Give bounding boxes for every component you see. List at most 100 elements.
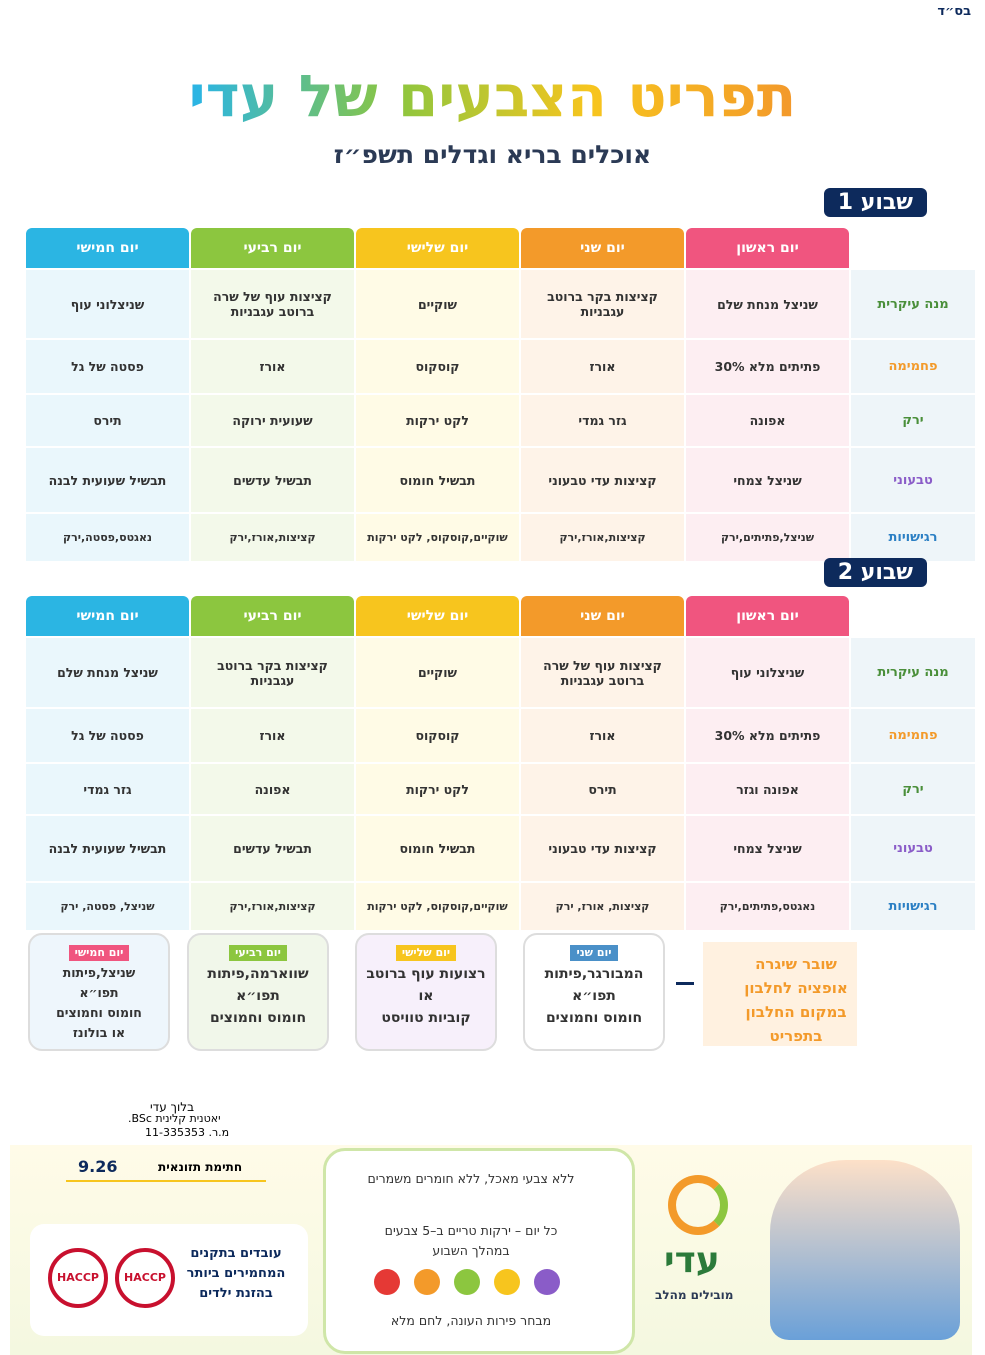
special-line: או (418, 988, 434, 1004)
menu-cell: פסטה של גל (26, 340, 189, 393)
menu-cell: אפונה וגזר (686, 764, 849, 814)
menu-cell: אפונה (686, 395, 849, 446)
veg-icon (414, 1269, 440, 1295)
menu-cell: שניצל מנחת שלם (26, 638, 189, 707)
menu-cell: תירס (26, 395, 189, 446)
special-day: יום שלישי (395, 945, 457, 961)
day-header: יום שלישי (356, 596, 519, 636)
menu-cell: שניצל צמחי (686, 816, 849, 881)
corner (851, 596, 975, 636)
special-line: המבורגר,פיתות (544, 966, 644, 982)
special-line: חומוס וחמוצים (545, 1010, 643, 1026)
special-line: תפו״א (79, 985, 119, 1000)
menu-cell: שניצל מנחת שלם (686, 270, 849, 338)
menu-table: יום ראשון יום שני יום שלישי יום רביעי יום חמ… (24, 226, 977, 563)
menu-cell: קוסקוס (356, 709, 519, 762)
sig-role: יאטנית קלינית BSc. (128, 1112, 221, 1125)
menu-row: טבעוני שניצל צמחי קציצות עדי טבעוני תבשיל ח… (26, 816, 975, 881)
row-label: מנה עיקרית (851, 270, 975, 338)
menu-row: פחמימה פתיתים מלא 30% אורז קוסקוס אורז פסטה ש… (26, 709, 975, 762)
special-day: יום חמישי (68, 945, 130, 961)
menu-row: פחמימה פתיתים מלא 30% אורז קוסקוס אורז פסטה ש… (26, 340, 975, 393)
menu-cell: שניצלוני עוף (686, 638, 849, 707)
menu-cell: גזר גמדי (26, 764, 189, 814)
row-label: רגישויות (851, 883, 975, 930)
menu-cell: קציצות בקר ברוטב עגבניות (191, 638, 354, 707)
logo: עדי (664, 1240, 720, 1281)
menu-cell: תבשיל חומוס (356, 448, 519, 512)
special-line: חומוס וחמוצים (56, 1005, 142, 1020)
menu-cell: נאגטס,פסטה,ירק (26, 514, 189, 561)
voucher: שובר שיגרה אופציה לחלבון במקום החלבון בת… (703, 942, 857, 1046)
menu-cell: תבשיל שעועית לבנה (26, 816, 189, 881)
menu-cell: שניצל,פתיתים,ירק (686, 514, 849, 561)
point: ללא צבעי מאכל, ללא חומרים משמרים (367, 1171, 575, 1186)
veg-icon (494, 1269, 520, 1295)
day-header: יום שני (521, 228, 684, 268)
special-box: יום שני המבורגר,פיתות תפו״א חומוס וחמוצים (523, 933, 665, 1051)
veg-icon (374, 1269, 400, 1295)
menu-row: רגישויות נאגטס,פתיתים,ירק קציצות, אורז, יר… (26, 883, 975, 930)
haccp-badge: HACCP (48, 1248, 108, 1308)
row-label: רגישויות (851, 514, 975, 561)
row-label: פחמימה (851, 340, 975, 393)
menu-cell: שוקיים,קוסקוס, לקט ירקות (356, 514, 519, 561)
standards: עובדים בתקנים המחמירים ביותר בהזנת ילדים (186, 1246, 286, 1301)
menu-cell: קוסקוס (356, 340, 519, 393)
menu-cell: קציצות עדי טבעוני (521, 448, 684, 512)
menu-row: מנה עיקרית שניצל מנחת שלם קציצות בקר ברוטב… (26, 270, 975, 338)
row-label: טבעוני (851, 448, 975, 512)
menu-cell: פתיתים מלא 30% (686, 709, 849, 762)
point: כל יום – ירקות טריים ב–5 צבעים במהלך השב… (384, 1223, 558, 1258)
menu-cell: שניצל, פסטה, ירק (26, 883, 189, 930)
menu-cell: קציצות עוף של שרה ברוטב עגבניות (521, 638, 684, 707)
special-day: יום רביעי (229, 945, 287, 961)
menu-cell: נאגטס,פתיתים,ירק (686, 883, 849, 930)
menu-cell: קציצות,אורז,ירק (191, 514, 354, 561)
day-header: יום ראשון (686, 228, 849, 268)
special-line: תפו״א (572, 988, 616, 1004)
menu-cell: תבשיל שעועית לבנה (26, 448, 189, 512)
menu-row: טבעוני שניצל צמחי קציצות עדי טבעוני תבשיל ח… (26, 448, 975, 512)
menu-table: יום ראשון יום שני יום שלישי יום רביעי יום חמ… (24, 594, 977, 932)
menu-cell: לקט ירקות (356, 395, 519, 446)
special-box: יום שלישי רצועות עוף ברוטב או קוביות טוויסט (355, 933, 497, 1051)
special-line: תפו״א (236, 988, 280, 1004)
menu-cell: קציצות,אורז,ירק (191, 883, 354, 930)
menu-cell: אורז (521, 709, 684, 762)
menu-cell: תבשיל עדשים (191, 816, 354, 881)
sig-license: מ.ר. 11-335353 (145, 1126, 230, 1139)
menu-cell: תבשיל עדשים (191, 448, 354, 512)
day-header: יום רביעי (191, 228, 354, 268)
special-box: יום חמישי שניצל,פיתות תפו״א חומוס וחמוצים או… (28, 933, 170, 1051)
menu-cell: פתיתים מלא 30% (686, 340, 849, 393)
special-line: רצועות עוף ברוטב (366, 966, 486, 982)
points-box: ללא צבעי מאכל, ללא חומרים משמרים כל יום –… (323, 1148, 635, 1354)
menu-cell: קציצות עדי טבעוני (521, 816, 684, 881)
row-label: ירק (851, 395, 975, 446)
sig-name: בלוך עדי (150, 1100, 195, 1114)
sig-line (66, 1180, 266, 1182)
point: מבחר פירות העונה, לחם מלא (390, 1313, 552, 1328)
menu-cell: קציצות,אורז,ירק (521, 514, 684, 561)
day-header: יום חמישי (26, 228, 189, 268)
special-day: יום שני (570, 945, 618, 961)
menu-row: ירק אפונה גזר גמדי לקט ירקות שעועית ירוקה תיר… (26, 395, 975, 446)
special-line: שניצל,פיתות (62, 965, 136, 980)
kids (770, 1160, 960, 1340)
title: תפריט הצבעים של עדי (0, 62, 985, 130)
week-badge: שבוע 1 (823, 188, 927, 217)
menu-row: ירק אפונה וגזר תירס לקט ירקות אפונה גזר גמדי (26, 764, 975, 814)
menu-cell: קציצות בקר ברוטב עגבניות (521, 270, 684, 338)
menu-cell: שוקיים,קוסקוס, לקט ירקות (356, 883, 519, 930)
menu-cell: אורז (191, 709, 354, 762)
menu-row: מנה עיקרית שניצלוני עוף קציצות עוף של שרה … (26, 638, 975, 707)
special-line: חומוס וחמוצים (209, 1010, 307, 1026)
sig-caption: חתימת תזונאית (158, 1160, 243, 1174)
special-box: יום רביעי שווארמה,פיתות תפו״א חומוס וחמוצים (187, 933, 329, 1051)
logo-mark (668, 1175, 728, 1235)
corner (851, 228, 975, 268)
menu-cell: קציצות, אורז, ירק (521, 883, 684, 930)
